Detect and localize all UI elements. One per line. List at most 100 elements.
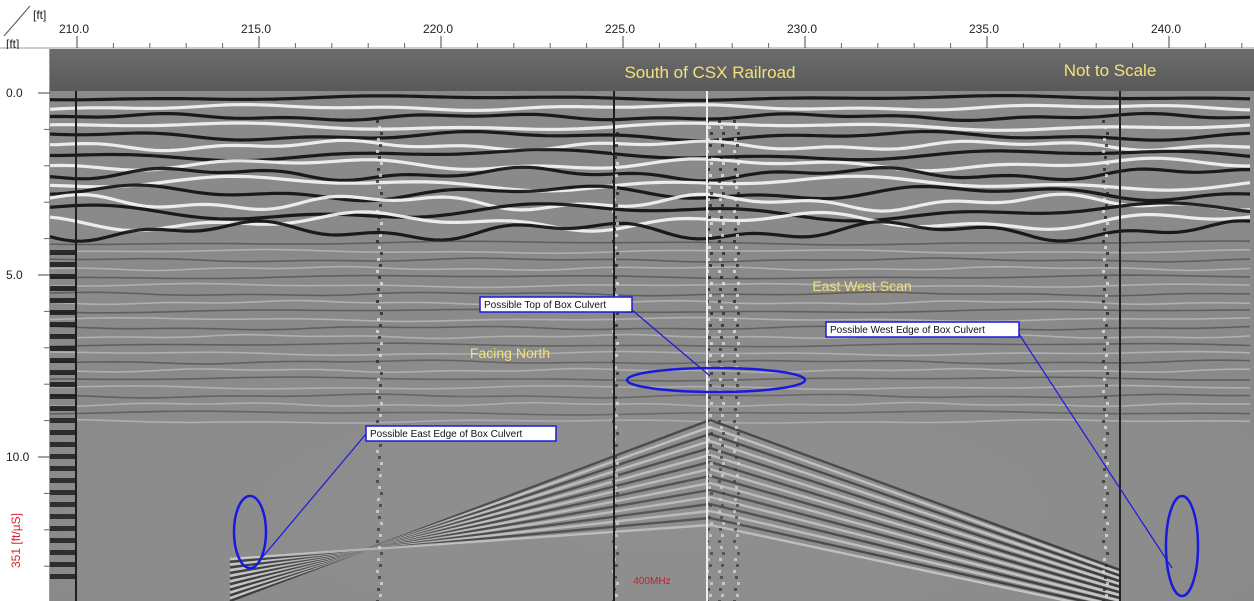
callout-top-of-culvert: Possible Top of Box Culvert <box>479 296 807 394</box>
speckle <box>614 216 617 219</box>
speckle <box>616 222 619 225</box>
x-tick-label: 215.0 <box>241 22 271 36</box>
speckle <box>722 222 725 225</box>
speckle <box>710 162 713 165</box>
speckle <box>379 234 382 237</box>
callout-box <box>825 321 1020 338</box>
speckle <box>380 192 383 195</box>
highlight-ellipse <box>232 494 268 570</box>
callout-leader <box>254 433 367 567</box>
speckle <box>709 204 712 207</box>
speckle <box>614 126 617 129</box>
header-band <box>50 49 1254 91</box>
speckle <box>1105 204 1108 207</box>
callout-leader <box>631 309 711 377</box>
speckle <box>708 126 711 129</box>
speckle <box>1102 210 1105 213</box>
speckle <box>718 150 721 153</box>
speckle <box>1106 192 1109 195</box>
speckle <box>376 150 379 153</box>
speckle <box>1102 180 1105 183</box>
speckle <box>719 138 722 141</box>
top-axis-strip <box>0 0 1254 49</box>
speckle <box>736 144 739 147</box>
speckle <box>379 204 382 207</box>
speckle <box>376 210 379 213</box>
x-tick-label: 240.0 <box>1151 22 1181 36</box>
speckle <box>720 186 723 189</box>
speckle <box>736 204 739 207</box>
callout-text: Possible Top of Box Culvert <box>484 300 606 311</box>
speckle <box>719 228 722 231</box>
speckle <box>1106 162 1109 165</box>
left-axis-strip <box>0 49 50 601</box>
speckle <box>737 132 740 135</box>
reflection-band <box>50 210 1251 233</box>
corner-divider <box>3 5 31 37</box>
reflection-band <box>50 103 1251 112</box>
speckle <box>718 210 721 213</box>
speckle <box>721 174 724 177</box>
reflection-band <box>50 94 1251 102</box>
speckle <box>1103 228 1106 231</box>
speckle <box>708 156 711 159</box>
speckle <box>734 228 737 231</box>
callout-box <box>365 425 557 442</box>
callout-box <box>479 296 633 313</box>
highlight-ellipse <box>1164 494 1200 598</box>
speckle <box>614 156 617 159</box>
speckle <box>736 234 739 237</box>
x-tick-label: 220.0 <box>423 22 453 36</box>
speckle <box>1104 216 1107 219</box>
speckle <box>736 174 739 177</box>
speckle <box>1104 156 1107 159</box>
speckle <box>1102 150 1105 153</box>
speckle <box>733 180 736 183</box>
speckle <box>1103 168 1106 171</box>
y-tick-label: 10.0 <box>6 450 30 464</box>
speckle <box>737 192 740 195</box>
speckle <box>737 162 740 165</box>
speckle <box>1103 198 1106 201</box>
reflection-band <box>50 201 1251 223</box>
callout-text: Possible East Edge of Box Culvert <box>370 429 523 440</box>
speckle <box>720 126 723 129</box>
speckle <box>616 132 619 135</box>
speckle <box>735 156 738 159</box>
speckle <box>720 216 723 219</box>
speckle <box>707 168 710 171</box>
speckle <box>615 204 618 207</box>
survey-title: South of CSX Railroad <box>624 63 795 82</box>
speckle <box>734 198 737 201</box>
callout-west-edge: Possible West Edge of Box Culvert <box>825 321 1200 598</box>
facing-direction-label: Facing North <box>470 345 550 361</box>
scale-note: Not to Scale <box>1064 61 1157 80</box>
reflection-band <box>50 121 1251 132</box>
speckle <box>615 144 618 147</box>
reflection-band <box>50 183 1251 203</box>
speckle <box>380 132 383 135</box>
speckle <box>1102 120 1105 123</box>
speckle <box>707 228 710 231</box>
speckle <box>719 168 722 171</box>
speckle <box>719 198 722 201</box>
speckle <box>1105 144 1108 147</box>
velocity-label: 351 [ft/µS] <box>9 513 23 568</box>
speckle <box>377 228 380 231</box>
x-tick-label: 230.0 <box>787 22 817 36</box>
speckle <box>710 192 713 195</box>
speckle <box>708 216 711 219</box>
x-tick-label: 235.0 <box>969 22 999 36</box>
reflection-band <box>50 165 1250 183</box>
speckle <box>721 144 724 147</box>
y-tick-label: 5.0 <box>6 268 23 282</box>
speckle <box>709 174 712 177</box>
speckle <box>734 138 737 141</box>
speckle <box>718 120 721 123</box>
speckle <box>378 216 381 219</box>
speckle <box>376 180 379 183</box>
speckle <box>707 138 710 141</box>
speckle <box>379 144 382 147</box>
